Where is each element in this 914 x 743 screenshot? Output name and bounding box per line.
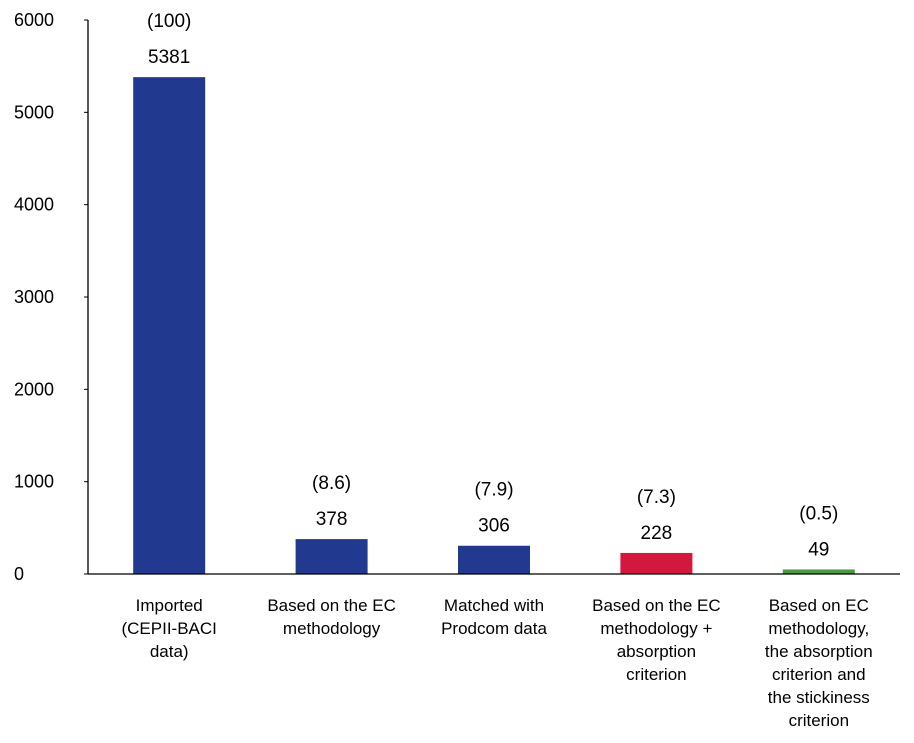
x-category-label: Based on the EC xyxy=(592,596,721,615)
x-category-label: data) xyxy=(150,642,189,661)
bar xyxy=(458,545,530,574)
x-category-label: Imported xyxy=(136,596,203,615)
y-tick-label: 5000 xyxy=(14,102,54,122)
x-category-label: criterion and xyxy=(772,665,866,684)
value-label: 5381 xyxy=(148,47,190,68)
x-category-label: Matched with xyxy=(444,596,544,615)
value-label: 306 xyxy=(478,516,510,537)
percent-label: (7.3) xyxy=(637,487,676,508)
x-category-label: absorption xyxy=(617,642,696,661)
data-labels: 5381 (100) 378 (8.6) 306 (7.9) 228 (7.3) 49 (0.5) xyxy=(147,11,838,560)
percent-label: (0.5) xyxy=(799,503,838,524)
x-category-label: criterion xyxy=(626,665,686,684)
y-tick-label: 3000 xyxy=(14,287,54,307)
y-tick-label: 0 xyxy=(14,564,24,584)
x-category-label: the absorption xyxy=(765,642,873,661)
y-tick-label: 4000 xyxy=(14,195,54,215)
bar xyxy=(295,539,368,574)
value-label: 49 xyxy=(808,539,829,560)
x-category-label: Based on the EC xyxy=(267,596,396,615)
percent-label: (7.9) xyxy=(474,480,513,501)
x-category-label: (CEPII-BACI xyxy=(121,619,216,638)
x-axis: Imported (CEPII-BACI data) Based on the EC m… xyxy=(88,573,900,730)
value-label: 228 xyxy=(641,523,673,544)
percent-label: (100) xyxy=(147,11,191,32)
value-label: 378 xyxy=(316,509,348,530)
y-tick-label: 6000 xyxy=(14,10,54,30)
y-tick-label: 2000 xyxy=(14,379,54,399)
x-category-label: Prodcom data xyxy=(441,619,547,638)
x-category-label: methodology xyxy=(283,619,381,638)
bar xyxy=(782,569,855,574)
x-category-label: the stickiness xyxy=(768,688,870,707)
bars xyxy=(133,77,855,575)
x-category-label: Based on EC xyxy=(769,596,869,615)
percent-label: (8.6) xyxy=(312,473,351,494)
x-category-label: methodology, xyxy=(768,619,869,638)
bar xyxy=(620,552,693,574)
x-category-label: criterion xyxy=(789,711,849,730)
x-category-label: methodology + xyxy=(600,619,712,638)
y-axis: 0 1000 2000 3000 4000 5000 6000 xyxy=(14,10,89,584)
bar xyxy=(133,77,206,575)
y-tick-label: 1000 xyxy=(14,472,54,492)
